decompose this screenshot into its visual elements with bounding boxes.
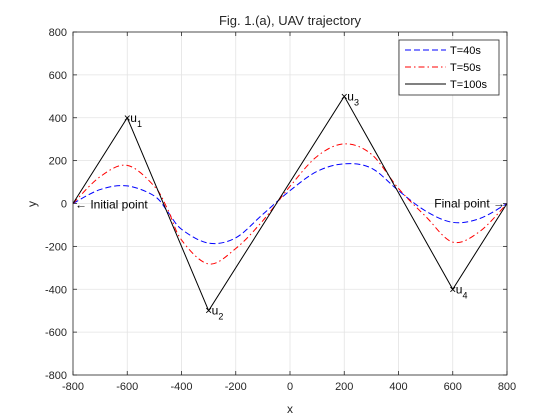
y-tick-label: 400 xyxy=(49,113,67,125)
y-tick-label: -200 xyxy=(45,241,67,253)
series-layer xyxy=(72,95,508,312)
waypoint-marker: × xyxy=(124,111,131,125)
waypoint-subscript: 3 xyxy=(354,97,359,107)
y-tick-label: 800 xyxy=(49,27,67,39)
waypoint-marker: × xyxy=(205,304,212,318)
annotation-layer: ← Initial point Final point → xyxy=(75,197,505,212)
series-line-t-40s xyxy=(72,163,508,245)
x-tick-label: -600 xyxy=(116,381,138,393)
y-tick-label: -800 xyxy=(45,370,67,382)
y-tick-label: -600 xyxy=(45,327,67,339)
waypoint-subscript: 1 xyxy=(137,119,142,129)
x-tick-label: 800 xyxy=(498,381,516,393)
final-point-label: Final point → xyxy=(434,197,505,211)
waypoint-marker: × xyxy=(449,282,456,296)
initial-point-label: ← Initial point xyxy=(75,198,148,212)
legend-box xyxy=(398,39,500,96)
y-tick-label: 200 xyxy=(49,156,67,168)
legend-entry-label: T=40s xyxy=(450,45,481,57)
y-axis-label: y xyxy=(25,201,39,207)
y-tick-label: 0 xyxy=(61,199,67,211)
waypoint-subscript: 2 xyxy=(218,312,223,322)
waypoint-layer: × u1× u2× u3× u4 xyxy=(124,89,468,321)
tick-labels: -800 -600 -400 -200 0 200 400 600 800 -800 -600 -40… xyxy=(45,27,516,393)
x-axis-label: x xyxy=(287,402,293,416)
legend: T=40s T=50s T=100s xyxy=(398,39,500,96)
waypoint-marker: × xyxy=(341,89,348,103)
series-line-t-100s xyxy=(72,95,508,312)
x-tick-label: 600 xyxy=(444,381,462,393)
x-tick-label: -400 xyxy=(170,381,192,393)
y-tick-label: -400 xyxy=(45,284,67,296)
chart-title: Fig. 1.(a), UAV trajectory xyxy=(219,13,362,28)
waypoint-label: u4 xyxy=(456,282,468,300)
waypoint-label: u1 xyxy=(130,111,142,129)
y-tick-label: 600 xyxy=(49,70,67,82)
x-tick-label: -200 xyxy=(225,381,247,393)
waypoint-subscript: 4 xyxy=(462,290,467,300)
waypoint-label: u3 xyxy=(347,89,359,107)
x-tick-label: 200 xyxy=(335,381,353,393)
x-tick-label: 400 xyxy=(389,381,407,393)
x-tick-label: -800 xyxy=(62,381,84,393)
x-tick-label: 0 xyxy=(287,381,293,393)
waypoint-label: u2 xyxy=(212,304,224,322)
legend-entry-label: T=100s xyxy=(450,79,487,91)
plot-frame xyxy=(72,31,508,376)
legend-entry-label: T=50s xyxy=(450,62,481,74)
